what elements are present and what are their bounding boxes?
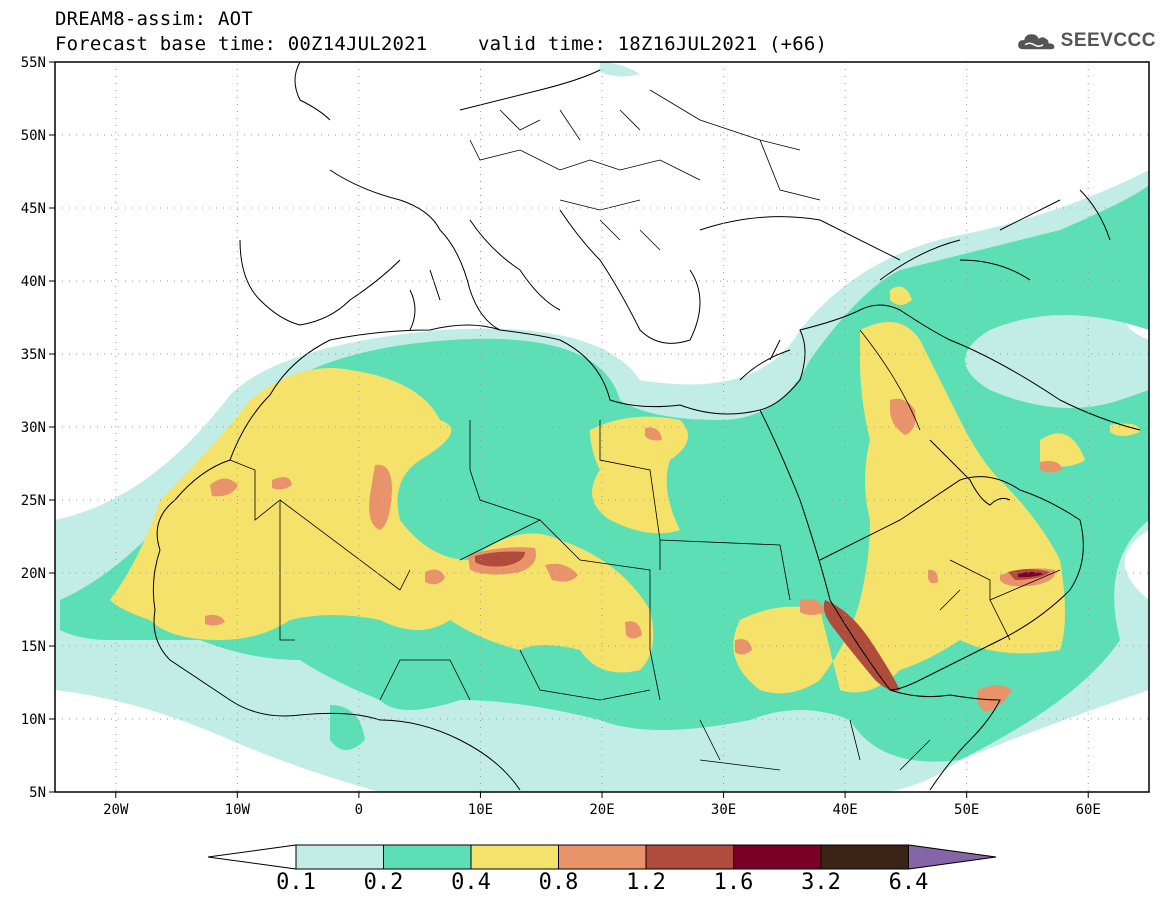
- lat-label: 40N: [21, 274, 46, 290]
- lon-label: 40E: [832, 802, 857, 818]
- lon-label: 0: [355, 802, 363, 818]
- colorbar-segment: [645, 844, 734, 870]
- valid-time: valid time: 18Z16JUL2021 (+66): [478, 33, 828, 55]
- colorbar-label: 6.4: [889, 870, 929, 895]
- colorbar: 0.1 0.2 0.4 0.8 1.2 1.6 3.2 6.4: [207, 844, 997, 895]
- seevccc-logo: SEEVCCC: [1016, 24, 1156, 58]
- colorbar-label: 3.2: [801, 870, 841, 895]
- colorbar-segment: [470, 844, 559, 870]
- lat-label: 30N: [21, 420, 46, 436]
- lon-label: 20E: [589, 802, 614, 818]
- axis-ticks: 55N 50N 45N 40N 35N 30N 25N 20N 15N 10N 5N 20W 10W 0 1…: [21, 55, 1101, 818]
- cloud-icon: [1018, 34, 1055, 50]
- lat-label: 10N: [21, 712, 46, 728]
- colorbar-over-triangle: [908, 844, 997, 870]
- lon-label: 10E: [468, 802, 493, 818]
- colorbar-label: 0.8: [539, 870, 579, 895]
- logo-text: SEEVCCC: [1060, 30, 1156, 51]
- colorbar-label: 0.2: [364, 870, 404, 895]
- colorbar-segment: [733, 844, 822, 870]
- colorbar-label: 0.4: [451, 870, 491, 895]
- lat-label: 50N: [21, 128, 46, 144]
- map-graticule: [55, 62, 1149, 792]
- map-title: DREAM8-assim: AOT: [55, 8, 253, 30]
- lat-label: 55N: [21, 55, 46, 71]
- lon-label: 10W: [225, 802, 251, 818]
- aot-band-1.6-3.2: [1018, 572, 1044, 578]
- colorbar-label: 0.1: [276, 870, 316, 895]
- lat-label: 25N: [21, 493, 46, 509]
- lon-label: 50E: [954, 802, 979, 818]
- lat-label: 20N: [21, 566, 46, 582]
- lat-label: 5N: [29, 785, 46, 801]
- colorbar-segment: [383, 844, 472, 870]
- colorbar-under-triangle: [207, 844, 297, 870]
- forecast-base-time: Forecast base time: 00Z14JUL2021: [55, 33, 428, 55]
- colorbar-segment: [558, 844, 647, 870]
- colorbar-label: 1.6: [714, 870, 754, 895]
- lat-label: 15N: [21, 639, 46, 655]
- aot-fields: [55, 62, 1149, 792]
- lat-label: 35N: [21, 347, 46, 363]
- lat-label: 45N: [21, 201, 46, 217]
- colorbar-segment: [820, 844, 909, 870]
- country-borders: [229, 89, 1061, 771]
- colorbar-segment: [295, 844, 384, 870]
- coastlines: [152, 62, 1141, 791]
- lon-label: 30E: [711, 802, 736, 818]
- lon-label: 60E: [1076, 802, 1101, 818]
- lon-label: 20W: [103, 802, 129, 818]
- colorbar-label: 1.2: [626, 870, 666, 895]
